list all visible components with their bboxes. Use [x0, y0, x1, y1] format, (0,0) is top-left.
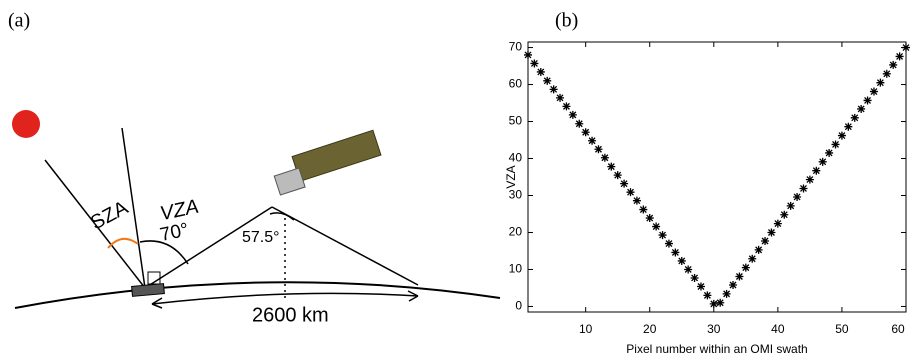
data-point: [709, 299, 718, 308]
data-point: [639, 205, 648, 214]
data-point: [716, 298, 725, 307]
data-point: [812, 166, 821, 175]
data-point: [594, 145, 603, 154]
data-point: [818, 157, 827, 166]
panel-label: (a): [8, 10, 30, 32]
data-point: [645, 214, 654, 223]
data-point: [524, 50, 532, 59]
sza-arc: [107, 237, 139, 249]
data-point: [620, 179, 629, 188]
sun-ray: [44, 159, 146, 289]
x-axis-label: Pixel number within an OMI swath: [626, 342, 807, 356]
data-point: [632, 196, 641, 205]
view-angle: 57.5°: [242, 229, 280, 246]
data-point: [575, 119, 584, 128]
satellite: [273, 129, 382, 196]
ground-pixel: [131, 283, 165, 297]
plot-frame: [527, 41, 907, 313]
swath-label: 2600 km: [252, 304, 329, 326]
data-point: [536, 67, 545, 76]
data-point: [793, 192, 802, 201]
swath-arrow: [151, 292, 419, 305]
vza-angle: 70°: [158, 219, 190, 246]
data-point: [876, 78, 885, 87]
earth-surface: [14, 281, 501, 309]
data-point: [626, 188, 635, 197]
view-line: [271, 206, 419, 286]
data-point: [600, 153, 609, 162]
x-tick-label: 40: [771, 322, 785, 336]
data-point: [895, 52, 904, 61]
data-point: [568, 110, 577, 119]
x-tick-label: 50: [835, 322, 849, 336]
data-point: [869, 87, 878, 96]
x-tick-label: 30: [707, 322, 721, 336]
data-point: [664, 239, 673, 248]
view-line: [144, 206, 273, 289]
satellite-body: [273, 167, 306, 196]
data-point: [588, 136, 597, 145]
data-point: [703, 291, 712, 300]
data-point: [773, 219, 782, 228]
y-tick-label: 30: [509, 188, 523, 202]
data-point: [805, 175, 814, 184]
y-axis-label: VZA: [504, 165, 518, 188]
data-point: [837, 131, 846, 140]
data-point: [767, 228, 776, 237]
sun: [12, 110, 40, 138]
data-point: [613, 171, 622, 180]
vza-arc: [139, 240, 189, 265]
y-tick-label: 40: [509, 151, 523, 165]
view-arc: [269, 212, 295, 221]
panel-label: (b): [555, 10, 578, 32]
data-point: [543, 76, 552, 85]
y-tick-label: 70: [509, 40, 523, 54]
data-point: [889, 60, 898, 69]
y-tick-label: 50: [509, 114, 523, 128]
data-point: [825, 148, 834, 157]
data-point: [652, 222, 661, 231]
x-tick-label: 60: [891, 322, 905, 336]
y-tick-label: 60: [509, 77, 523, 91]
data-point: [530, 59, 539, 68]
data-point: [799, 184, 808, 193]
data-point: [754, 245, 763, 254]
data-point: [549, 85, 558, 94]
data-point: [729, 281, 738, 289]
data-point: [780, 210, 789, 219]
data-point: [735, 272, 744, 281]
data-point: [562, 102, 571, 111]
y-tick-label: 10: [509, 262, 523, 276]
data-point: [677, 256, 686, 265]
x-tick-label: 20: [643, 322, 657, 336]
x-tick-label: 10: [579, 322, 593, 336]
data-point: [581, 128, 590, 137]
data-point: [882, 69, 891, 78]
data-point: [748, 254, 757, 263]
zenith-line: [121, 127, 146, 289]
sza-label: SZA: [87, 196, 132, 234]
arrow-head: [151, 290, 419, 309]
data-point: [850, 113, 859, 122]
data-point: [684, 265, 693, 274]
solar-panel: [291, 129, 382, 182]
data-point: [761, 236, 770, 245]
data-point: [722, 289, 731, 298]
data-point: [902, 43, 910, 52]
y-tick-label: 20: [509, 225, 523, 239]
data-point: [696, 282, 705, 291]
data-point: [741, 263, 750, 272]
data-point: [831, 140, 840, 149]
data-point: [844, 122, 853, 131]
data-point: [863, 96, 872, 105]
data-point: [607, 162, 616, 171]
data-point: [658, 231, 667, 240]
data-point: [690, 273, 699, 282]
data-point: [671, 248, 680, 257]
data-point: [786, 201, 795, 210]
data-point: [857, 104, 866, 113]
y-tick-label: 0: [515, 299, 522, 313]
data-point: [556, 93, 565, 102]
